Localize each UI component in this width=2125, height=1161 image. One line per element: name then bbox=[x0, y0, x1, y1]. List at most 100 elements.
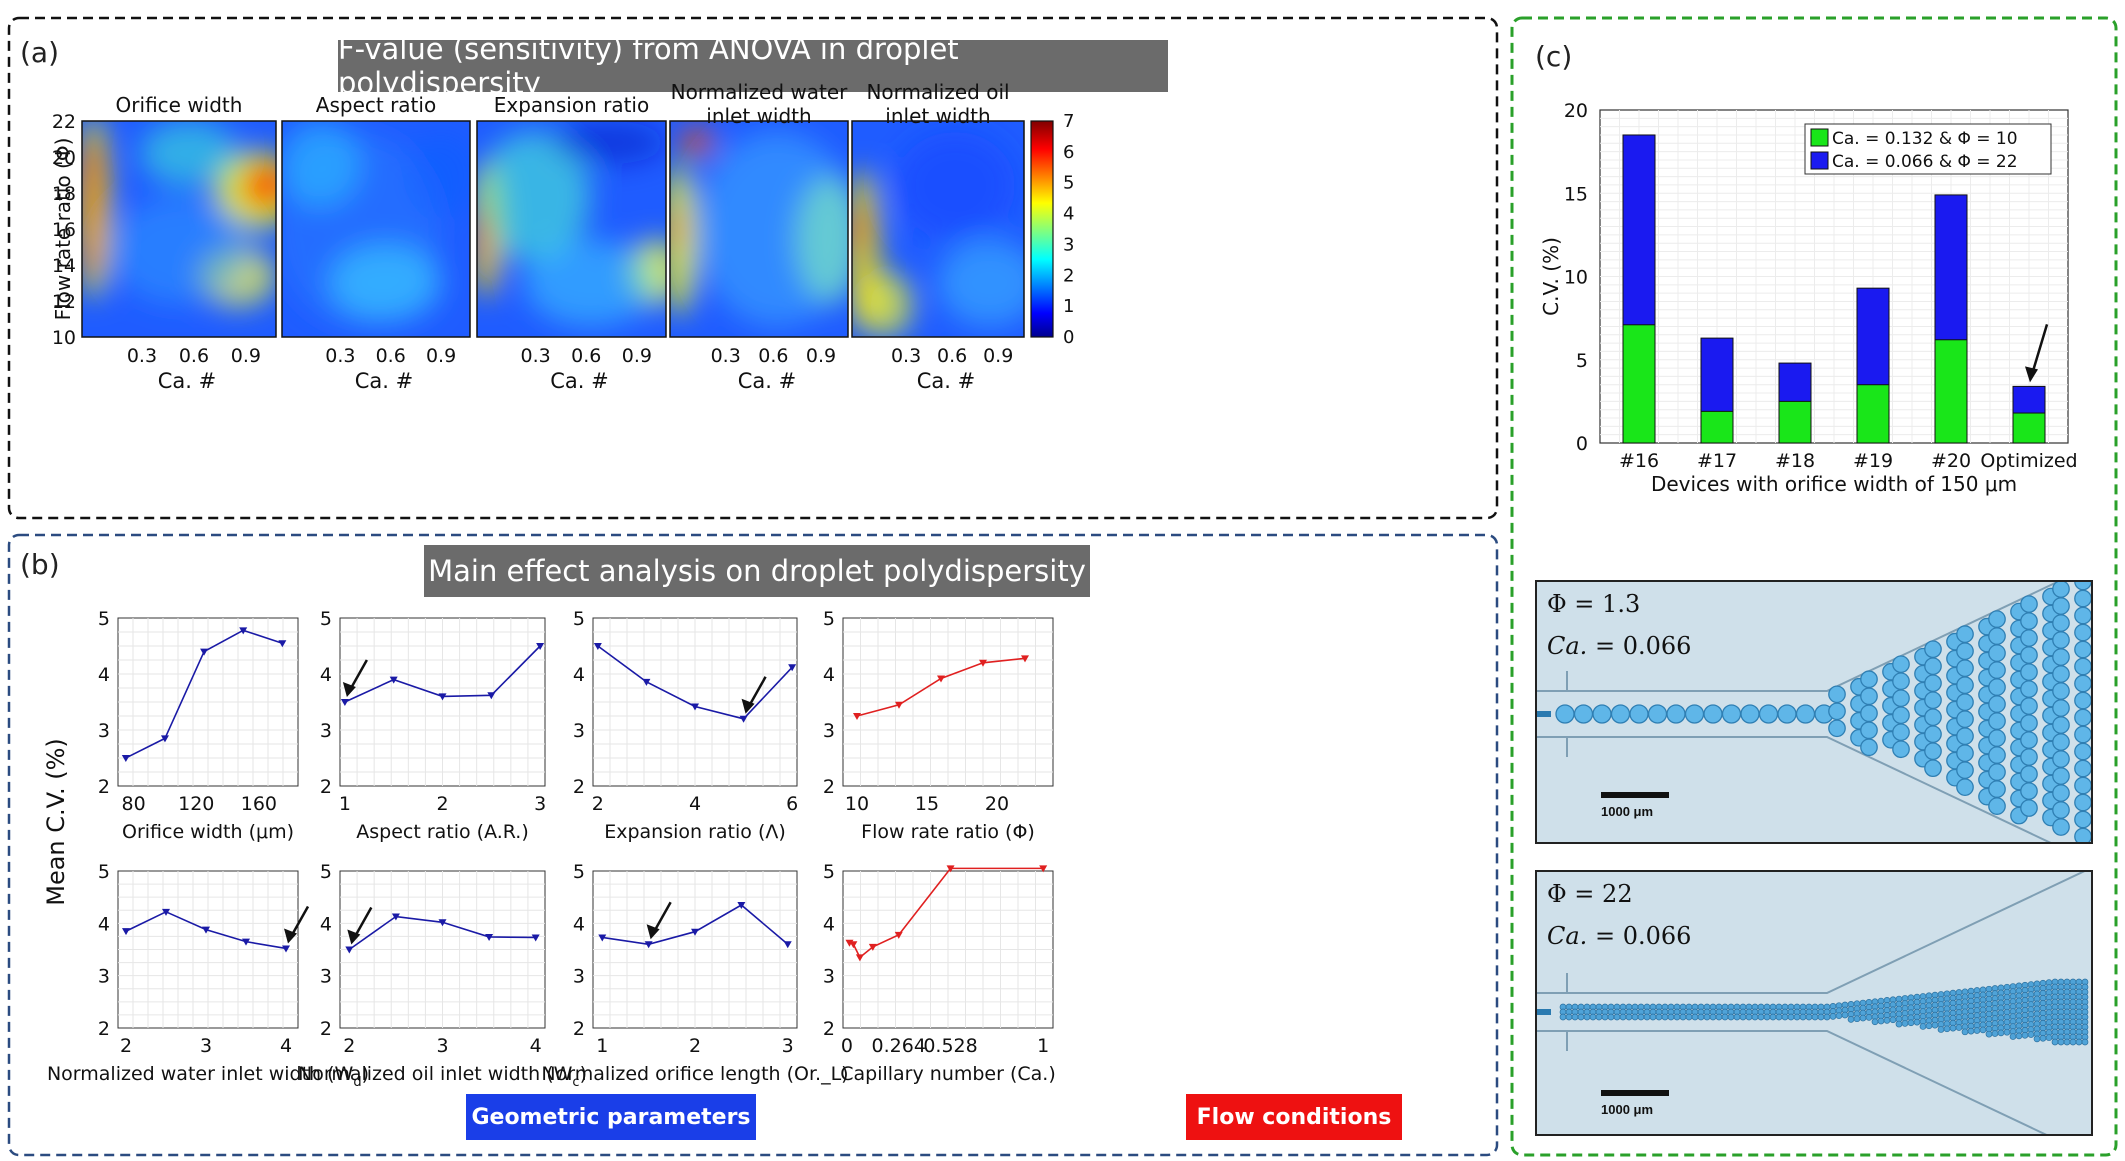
colorbar-tick: 6 bbox=[1063, 142, 1074, 163]
x-tick-label: 0 bbox=[841, 1035, 853, 1057]
droplet bbox=[1799, 1013, 1807, 1021]
x-tick-label: 3 bbox=[436, 1035, 448, 1057]
data-point bbox=[979, 659, 987, 667]
heatmap-region bbox=[282, 121, 361, 208]
data-point bbox=[855, 954, 864, 962]
data-point bbox=[946, 865, 955, 873]
y-tick-label: 4 bbox=[320, 664, 332, 686]
heatmap-border bbox=[476, 120, 667, 338]
data-point bbox=[737, 902, 746, 910]
heatmap-blobs bbox=[670, 129, 848, 327]
panel-b-banner: Main effect analysis on droplet polydisp… bbox=[424, 545, 1090, 597]
panel-b-label: (b) bbox=[20, 548, 60, 581]
data-point bbox=[868, 943, 877, 951]
droplet bbox=[2020, 646, 2038, 664]
y-tick-label: 4 bbox=[98, 664, 110, 686]
droplet bbox=[1733, 1013, 1741, 1021]
droplet bbox=[1860, 704, 1878, 723]
droplet bbox=[1967, 1027, 1975, 1035]
y-tick-label: 5 bbox=[573, 608, 585, 630]
x-tick-label: 20 bbox=[985, 793, 1009, 815]
droplet bbox=[1740, 704, 1760, 724]
data-point bbox=[162, 908, 170, 916]
micrograph-phi-22: Φ = 22 Ca. = 0.066 1000 μm bbox=[1535, 870, 2093, 1136]
data-point bbox=[391, 913, 400, 921]
x-axis-label: Capillary number (Ca.) bbox=[840, 1063, 1056, 1085]
flow-conditions-tag: Flow conditions bbox=[1186, 1094, 1402, 1140]
y-tick-label: 0 bbox=[1576, 433, 1588, 455]
droplet bbox=[1781, 1013, 1789, 1021]
droplet bbox=[1913, 1018, 1921, 1026]
heatmap-1 bbox=[82, 121, 276, 337]
micrograph-phi-1-3: Φ = 1.3 Ca. = 0.066 1000 μm bbox=[1535, 580, 2093, 844]
droplet bbox=[1997, 1029, 2005, 1037]
data-point bbox=[160, 735, 169, 743]
data-point bbox=[487, 692, 496, 700]
droplet bbox=[1924, 725, 1942, 744]
droplet bbox=[2039, 1034, 2047, 1042]
channel-wall bbox=[1537, 582, 2060, 692]
data-point bbox=[282, 945, 290, 953]
droplet bbox=[1892, 740, 1910, 759]
x-tick-label: 3 bbox=[534, 793, 546, 815]
droplet bbox=[1892, 706, 1910, 725]
x-tick-label: 2 bbox=[436, 793, 448, 815]
y-tick-label: 3 bbox=[98, 720, 110, 742]
droplet bbox=[1892, 689, 1910, 708]
data-point bbox=[598, 934, 607, 942]
heatmap-title: Aspect ratio bbox=[316, 93, 436, 117]
heatmap-region bbox=[670, 164, 697, 316]
droplet bbox=[1901, 1020, 1909, 1027]
heatmap-xlabel: Ca. # bbox=[158, 369, 216, 393]
micro2-scale-bar bbox=[1601, 1090, 1669, 1096]
colorbar-tick: 0 bbox=[1063, 327, 1074, 348]
colorbar-tick: 7 bbox=[1063, 111, 1074, 132]
droplet bbox=[1937, 1026, 1945, 1033]
droplet bbox=[2020, 697, 2038, 715]
droplet bbox=[2081, 1038, 2089, 1046]
heatmap-region bbox=[243, 164, 276, 208]
droplet bbox=[1559, 1013, 1567, 1021]
droplet bbox=[2003, 1028, 2011, 1036]
droplet bbox=[1647, 704, 1668, 724]
x-tick-label: 160 bbox=[241, 793, 277, 815]
droplet bbox=[1703, 704, 1723, 724]
data-point bbox=[691, 928, 699, 936]
heatmap-xtick: 0.9 bbox=[622, 345, 652, 367]
droplet bbox=[1828, 702, 1846, 721]
x-tick-label: 6 bbox=[786, 793, 798, 815]
droplet bbox=[1860, 721, 1878, 740]
droplet bbox=[1787, 1013, 1795, 1021]
droplet bbox=[1583, 1013, 1591, 1021]
x-tick-label: 15 bbox=[915, 793, 939, 815]
data-point bbox=[1021, 655, 1029, 663]
data-point bbox=[937, 675, 945, 683]
droplet bbox=[1895, 1020, 1903, 1028]
y-tick-label: 5 bbox=[98, 608, 110, 630]
droplet bbox=[1795, 704, 1816, 724]
droplet bbox=[1757, 1013, 1765, 1021]
callout-arrow-head bbox=[646, 924, 660, 940]
heatmap-region bbox=[678, 129, 715, 156]
droplet bbox=[2052, 648, 2070, 666]
droplet bbox=[1595, 1013, 1603, 1021]
bar-green bbox=[1778, 400, 1812, 444]
droplet bbox=[1925, 1022, 1933, 1030]
heatmap-xtick: 0.9 bbox=[426, 345, 456, 367]
heatmap-xtick: 0.3 bbox=[127, 345, 157, 367]
y-tick-label: 4 bbox=[823, 913, 835, 935]
y-tick-label: 2 bbox=[98, 776, 110, 798]
channel-wall bbox=[1537, 736, 2052, 842]
droplet bbox=[2057, 1038, 2065, 1046]
droplet bbox=[1988, 661, 2006, 679]
y-tick-label: 4 bbox=[573, 913, 585, 935]
droplet bbox=[2027, 1031, 2035, 1038]
droplet bbox=[1709, 1013, 1717, 1021]
droplet bbox=[1565, 1013, 1573, 1021]
droplet bbox=[2074, 725, 2091, 744]
x-tick-label: 3 bbox=[200, 1035, 212, 1057]
droplet bbox=[2074, 776, 2091, 795]
droplet bbox=[1758, 704, 1779, 724]
bar-chart: 0 5 10 15 20 #16 #17 #18 #19 #20 OptimizedDevices … bbox=[1539, 100, 2078, 496]
